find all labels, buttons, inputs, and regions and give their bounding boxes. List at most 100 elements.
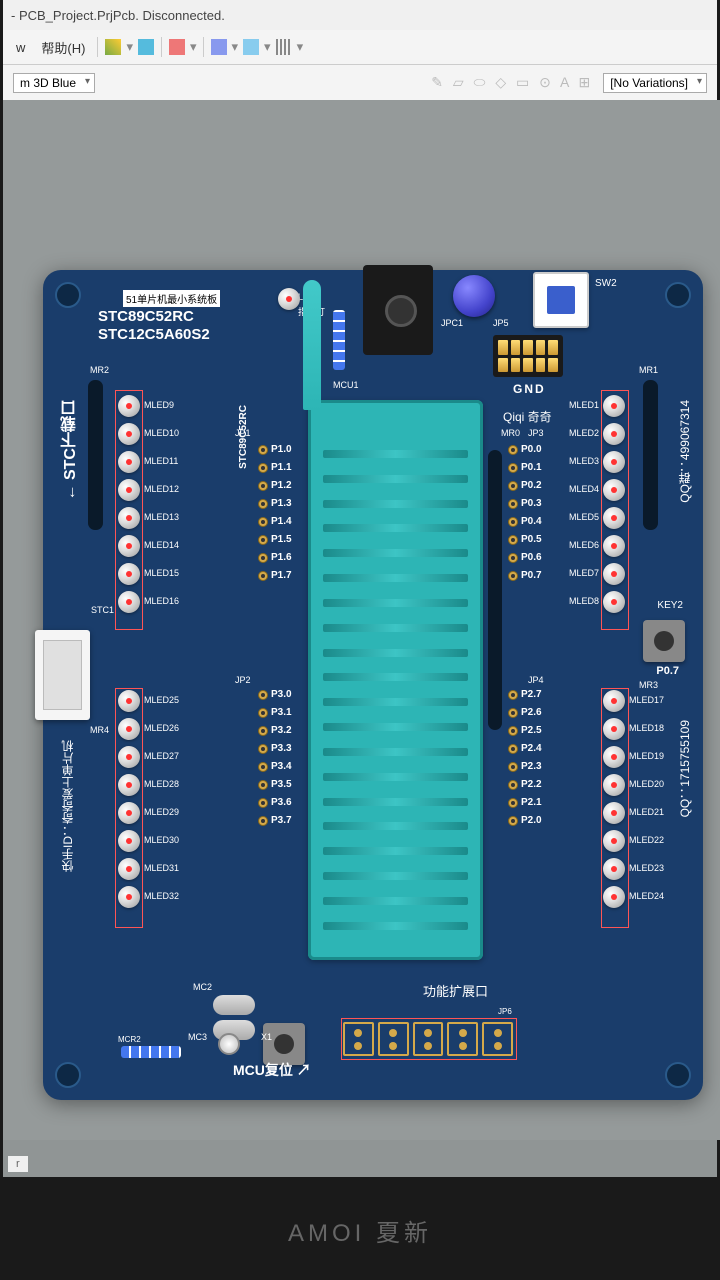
led <box>603 507 625 529</box>
led <box>603 746 625 768</box>
led-label: MLED12 <box>144 484 179 494</box>
pin-label: P1.0 <box>271 444 292 455</box>
jp5-label: JP5 <box>493 318 509 328</box>
line-icon[interactable] <box>211 39 227 55</box>
layer-icon[interactable] <box>169 39 185 55</box>
pin-label: P1.4 <box>271 516 292 527</box>
led <box>603 451 625 473</box>
led-label: MLED5 <box>569 512 599 522</box>
pin-hole <box>258 708 268 718</box>
jp6-label: JP6 <box>498 1007 512 1016</box>
variations-combo[interactable]: [No Variations] <box>603 73 707 93</box>
pin-label: P2.3 <box>521 761 542 772</box>
mr4-label: MR4 <box>90 725 109 735</box>
pin-label: P2.0 <box>521 815 542 826</box>
grid-icon[interactable] <box>276 39 292 55</box>
pin-label: P0.7 <box>521 570 542 581</box>
pin-hole <box>258 517 268 527</box>
led <box>603 774 625 796</box>
led-label: MLED24 <box>629 891 664 901</box>
pin-label: P3.2 <box>271 725 292 736</box>
reset-button <box>263 1023 305 1065</box>
led-label: MLED29 <box>144 807 179 817</box>
led <box>603 802 625 824</box>
led <box>603 886 625 908</box>
key2-button <box>643 620 685 662</box>
pin-hole <box>258 780 268 790</box>
pin-column-p2: P2.7P2.6P2.5P2.4P2.3P2.2P2.1P2.0 <box>508 690 518 830</box>
led <box>118 591 140 613</box>
led <box>603 690 625 712</box>
led <box>118 746 140 768</box>
edit-tools[interactable]: ✎ ▱ ⬭ ◇ ▭ ⊙ A ⊞ <box>431 74 593 91</box>
pin-hole <box>258 690 268 700</box>
led-label: MLED19 <box>629 751 664 761</box>
mcu1-label: MCU1 <box>333 380 359 390</box>
crystal-mc2 <box>213 995 255 1015</box>
led-label: MLED17 <box>629 695 664 705</box>
view-mode-combo[interactable]: m 3D Blue <box>13 73 95 93</box>
resistor <box>333 310 345 370</box>
pin-hole <box>258 445 268 455</box>
side-text-right1: QQ群：499067314 <box>676 400 693 503</box>
pin-hole <box>258 481 268 491</box>
led <box>603 535 625 557</box>
led-label: MLED32 <box>144 891 179 901</box>
title-text: - PCB_Project.PrjPcb. Disconnected. <box>11 8 225 23</box>
mc2-label: MC2 <box>193 982 212 992</box>
led <box>118 858 140 880</box>
zif-pin-rows <box>323 450 468 930</box>
mc3-label: MC3 <box>188 1032 207 1042</box>
app-window: - PCB_Project.PrjPcb. Disconnected. w 帮助… <box>0 0 720 1180</box>
mcr2-label: MCR2 <box>118 1035 141 1044</box>
pin-hole <box>258 571 268 581</box>
led <box>118 886 140 908</box>
pin-label: P2.2 <box>521 779 542 790</box>
shape-icon[interactable] <box>243 39 259 55</box>
jpc1-label: JPC1 <box>441 318 463 328</box>
x1-label: X1 <box>261 1032 272 1042</box>
zif-lever <box>303 280 321 410</box>
pin-label: P3.0 <box>271 689 292 700</box>
jp3-label: JP3 <box>528 428 544 438</box>
pin-hole <box>258 535 268 545</box>
pin-label: P0.3 <box>521 498 542 509</box>
copy-icon[interactable] <box>138 39 154 55</box>
pin-column-p0: P0.0P0.1P0.2P0.3P0.4P0.5P0.6P0.7 <box>508 445 518 585</box>
pin-hole <box>508 708 518 718</box>
pin-label: P3.7 <box>271 815 292 826</box>
led-label: MLED13 <box>144 512 179 522</box>
pin-label: P3.5 <box>271 779 292 790</box>
pin-hole <box>258 762 268 772</box>
led-label: MLED3 <box>569 456 599 466</box>
pin-hole <box>258 463 268 473</box>
mr2-label: MR2 <box>90 365 109 375</box>
pin-label: P1.7 <box>271 570 292 581</box>
serial-connector <box>35 630 90 720</box>
led-label: MLED6 <box>569 540 599 550</box>
pin-label: P2.1 <box>521 797 542 808</box>
second-toolbar: m 3D Blue ✎ ▱ ⬭ ◇ ▭ ⊙ A ⊞ [No Variations… <box>3 65 717 100</box>
pencil-icon[interactable] <box>105 39 121 55</box>
menu-view[interactable]: w <box>8 40 33 55</box>
led-column-right-1: MLED1MLED2MLED3MLED4MLED5MLED6MLED7MLED8 <box>603 395 625 613</box>
stc1-label: STC1 <box>91 605 114 615</box>
led-label: MLED8 <box>569 596 599 606</box>
led <box>118 479 140 501</box>
led <box>118 451 140 473</box>
pin-label: P0.5 <box>521 534 542 545</box>
led <box>603 718 625 740</box>
led-label: MLED21 <box>629 807 664 817</box>
menu-help[interactable]: 帮助(H) <box>33 38 93 57</box>
pcb-3d-viewport[interactable]: 51单片机最小系统板 STC89C52RC STC12C5A60S2 SW2 J… <box>3 100 720 1140</box>
led-label: MLED4 <box>569 484 599 494</box>
monitor-bezel: AMOI 夏新 <box>0 1180 720 1280</box>
led <box>118 830 140 852</box>
expand-label: 功能扩展口 <box>423 981 488 1000</box>
led-label: MLED9 <box>144 400 174 410</box>
pin-hole <box>508 463 518 473</box>
led <box>603 591 625 613</box>
led <box>118 423 140 445</box>
led <box>118 563 140 585</box>
expansion-pins <box>343 1020 513 1058</box>
